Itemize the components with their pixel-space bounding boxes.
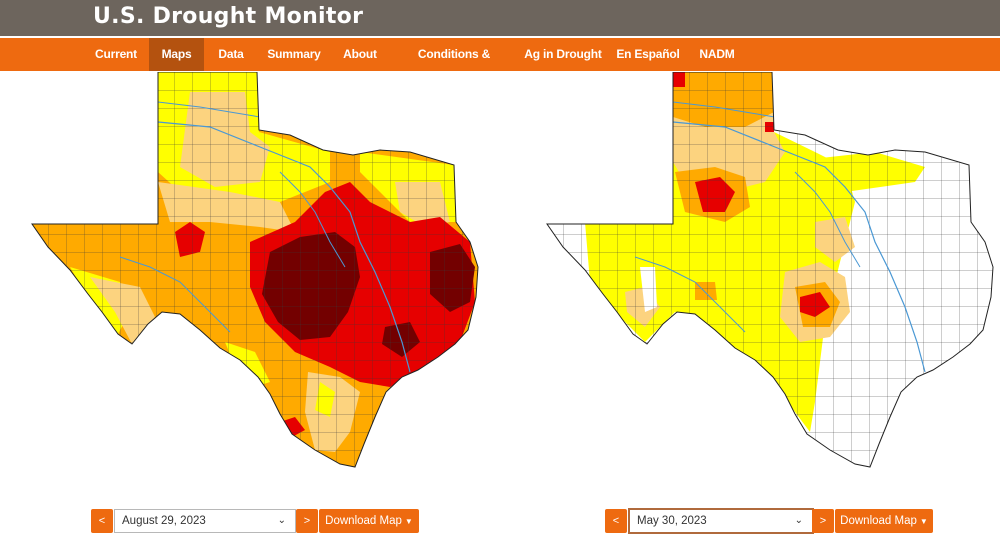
chevron-down-icon: ⌄ (794, 515, 803, 526)
chevron-down-icon: ⌄ (277, 515, 286, 526)
site-title[interactable]: U.S. Drought Monitor (93, 4, 364, 29)
nav-item-nadm[interactable]: NADM (699, 47, 735, 61)
nav-item-maps[interactable]: Maps (149, 38, 204, 71)
download-map-label: Download Map (325, 515, 402, 527)
drought-map-left[interactable] (30, 72, 490, 472)
date-select[interactable]: August 29, 2023 ⌄ (114, 509, 296, 533)
selected-date: May 30, 2023 (637, 515, 707, 527)
nav-item-about[interactable]: About (343, 47, 377, 61)
nav-item-summary[interactable]: Summary (267, 47, 321, 61)
next-date-button[interactable]: > (296, 509, 318, 533)
main-nav: Current Maps Data Summary About Conditio… (0, 38, 1000, 94)
caret-down-icon: ▼ (919, 517, 928, 526)
nav-item-data[interactable]: Data (218, 47, 244, 61)
drought-map-right[interactable] (545, 72, 1000, 472)
nav-item-ag-in-drought[interactable]: Ag in Drought (524, 47, 602, 61)
download-map-button[interactable]: Download Map ▼ (319, 509, 419, 533)
nav-item-conditions-outlooks[interactable]: Conditions & Outlooks (417, 47, 491, 94)
selected-date: August 29, 2023 (122, 515, 206, 527)
header-divider (0, 36, 1000, 38)
download-map-button[interactable]: Download Map ▼ (835, 509, 933, 533)
texas-drought-map-aug (31, 72, 479, 468)
nav-item-current[interactable]: Current (95, 47, 137, 61)
texas-drought-map-may (546, 72, 994, 468)
prev-date-button[interactable]: < (91, 509, 113, 533)
download-map-label: Download Map (840, 515, 917, 527)
caret-down-icon: ▼ (404, 517, 413, 526)
prev-date-button[interactable]: < (605, 509, 627, 533)
site-header: U.S. Drought Monitor (0, 0, 1000, 36)
date-select[interactable]: May 30, 2023 ⌄ (628, 508, 814, 534)
next-date-button[interactable]: > (812, 509, 834, 533)
nav-item-en-espanol[interactable]: En Español (616, 47, 680, 61)
